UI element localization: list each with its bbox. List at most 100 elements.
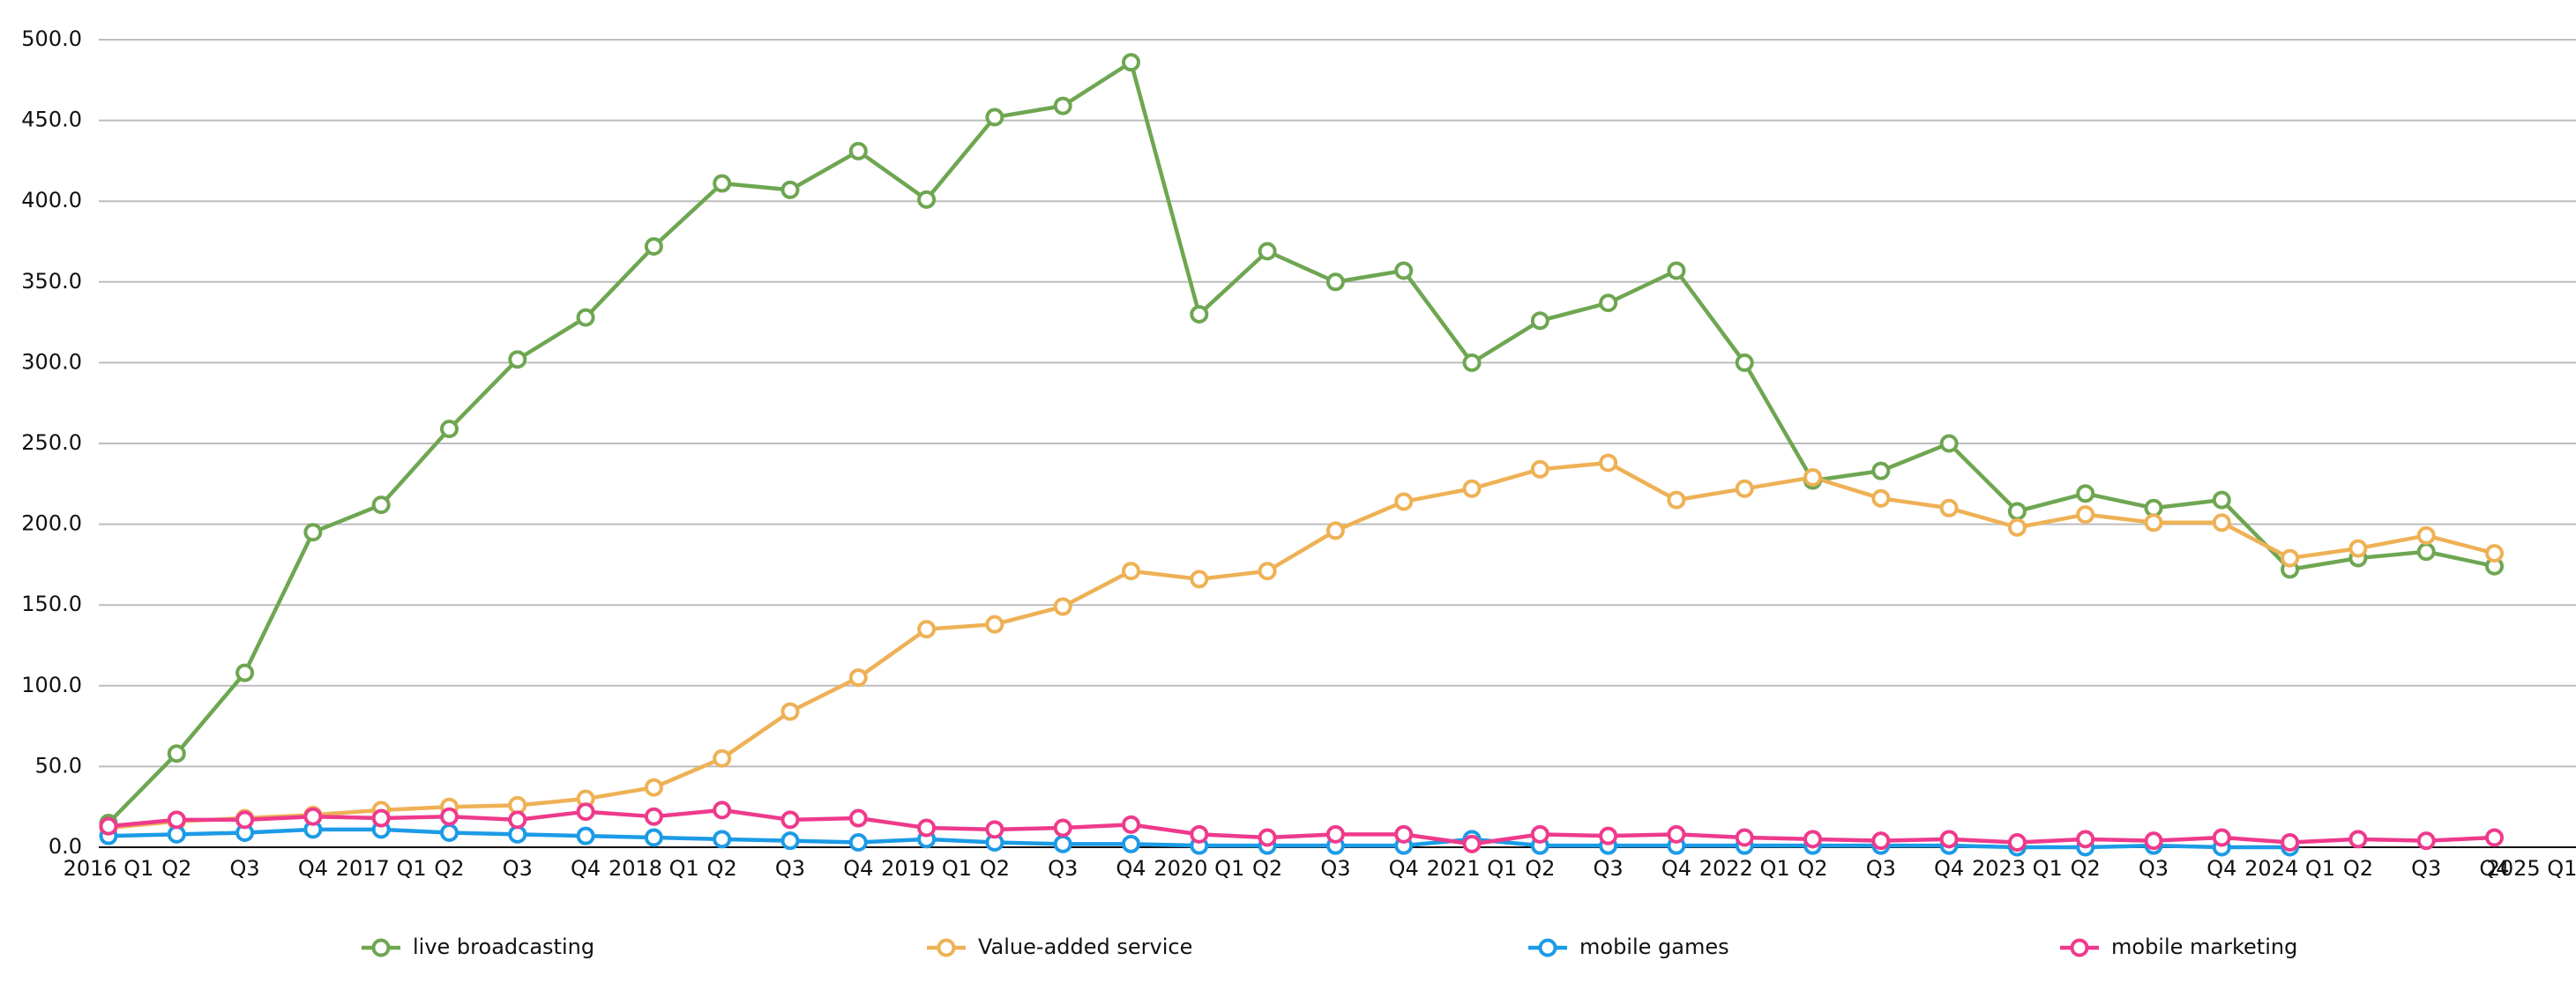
- data-point: [2416, 542, 2436, 562]
- x-tick-label: Q2: [161, 856, 191, 881]
- data-point: [780, 810, 800, 830]
- data-point: [576, 308, 595, 327]
- x-tick-label: 2016 Q1: [63, 856, 154, 881]
- data-point: [2281, 833, 2300, 853]
- data-point: [985, 108, 1004, 127]
- data-point: [1325, 824, 1345, 844]
- series-line: [108, 460, 2496, 830]
- data-point: [2416, 831, 2436, 851]
- data-point: [1394, 261, 1414, 280]
- data-point: [508, 795, 527, 815]
- x-tick-label: Q3: [1866, 856, 1896, 881]
- x-tick-label: 2021 Q1: [1427, 856, 1518, 881]
- data-point: [1735, 828, 1754, 847]
- data-point: [848, 668, 868, 688]
- x-tick-label: Q4: [571, 856, 601, 881]
- legend-marker: [937, 938, 956, 957]
- x-tick-label: Q4: [298, 856, 328, 881]
- data-point: [235, 663, 255, 682]
- x-tick-label: Q2: [1797, 856, 1827, 881]
- y-tick-label: 200.0: [21, 511, 82, 536]
- data-point: [1530, 311, 1549, 331]
- x-tick-label: Q2: [1525, 856, 1555, 881]
- x-tick-label: Q3: [1594, 856, 1624, 881]
- data-point: [1871, 831, 1891, 851]
- data-point: [2212, 828, 2231, 847]
- data-point: [1667, 490, 1686, 510]
- data-point: [1122, 834, 1140, 853]
- data-point: [167, 744, 186, 763]
- x-tick-label: Q2: [1252, 856, 1282, 881]
- data-point: [2076, 505, 2095, 525]
- data-point: [235, 810, 255, 830]
- data-point: [1939, 498, 1959, 518]
- data-point: [508, 824, 527, 844]
- data-point: [985, 614, 1004, 634]
- data-point: [1462, 834, 1482, 853]
- legend-marker: [1538, 938, 1557, 957]
- x-tick-label: Q3: [2411, 856, 2441, 881]
- data-point: [917, 190, 937, 209]
- data-point: [917, 818, 937, 838]
- x-tick-label: Q3: [775, 856, 805, 881]
- legend-marker: [371, 938, 391, 957]
- x-tick-label: 2020 Q1: [1154, 856, 1244, 881]
- data-point: [2007, 833, 2027, 853]
- data-point: [2007, 518, 2027, 537]
- y-tick-label: 100.0: [21, 673, 82, 697]
- data-point: [1530, 459, 1549, 479]
- x-tick-label: Q3: [2139, 856, 2169, 881]
- data-point: [713, 801, 732, 820]
- data-point: [2485, 544, 2504, 563]
- data-point: [371, 808, 391, 828]
- legend-label: mobile games: [1579, 935, 1729, 959]
- data-point: [1190, 824, 1209, 844]
- data-point: [303, 523, 323, 542]
- data-point: [2144, 831, 2163, 851]
- data-point: [440, 823, 459, 843]
- data-point: [1599, 453, 1618, 473]
- data-point: [2348, 830, 2368, 849]
- x-tick-label: 2022 Q1: [1699, 856, 1790, 881]
- y-tick-label: 400.0: [21, 188, 82, 212]
- y-tick-label: 500.0: [21, 26, 82, 51]
- data-point: [508, 810, 527, 830]
- data-point: [1190, 304, 1209, 324]
- data-point: [2007, 502, 2027, 521]
- x-tick-label: Q2: [2071, 856, 2101, 881]
- data-point: [2212, 513, 2231, 533]
- data-point: [780, 831, 800, 851]
- data-point: [99, 816, 118, 836]
- data-point: [1599, 826, 1618, 845]
- y-tick-label: 450.0: [21, 108, 82, 132]
- data-point: [1053, 818, 1072, 838]
- data-point: [780, 702, 800, 721]
- legend-label: mobile marketing: [2111, 935, 2297, 959]
- data-point: [1939, 434, 1959, 453]
- data-point: [1053, 597, 1072, 616]
- data-point: [1871, 461, 1891, 480]
- data-point: [848, 808, 868, 828]
- data-point: [1190, 570, 1209, 589]
- x-tick-label: Q3: [1048, 856, 1078, 881]
- data-point: [440, 420, 459, 439]
- data-point: [576, 826, 595, 845]
- x-tick-label: Q3: [503, 856, 533, 881]
- data-point: [1258, 242, 1277, 261]
- data-point: [1871, 488, 1891, 508]
- x-tick-label: Q2: [707, 856, 737, 881]
- x-tick-label: Q2: [980, 856, 1010, 881]
- x-tick-label: 2018 Q1: [609, 856, 699, 881]
- data-point: [2144, 498, 2163, 518]
- x-tick-label: Q3: [1320, 856, 1350, 881]
- data-point: [1053, 96, 1072, 115]
- x-tick-label: 2019 Q1: [881, 856, 972, 881]
- x-tick-label: Q2: [2343, 856, 2373, 881]
- data-point: [167, 824, 186, 844]
- data-point: [371, 495, 391, 515]
- data-point: [848, 141, 868, 160]
- data-point: [644, 778, 663, 797]
- data-point: [713, 748, 732, 768]
- data-point: [1667, 824, 1686, 844]
- data-point: [1462, 479, 1482, 498]
